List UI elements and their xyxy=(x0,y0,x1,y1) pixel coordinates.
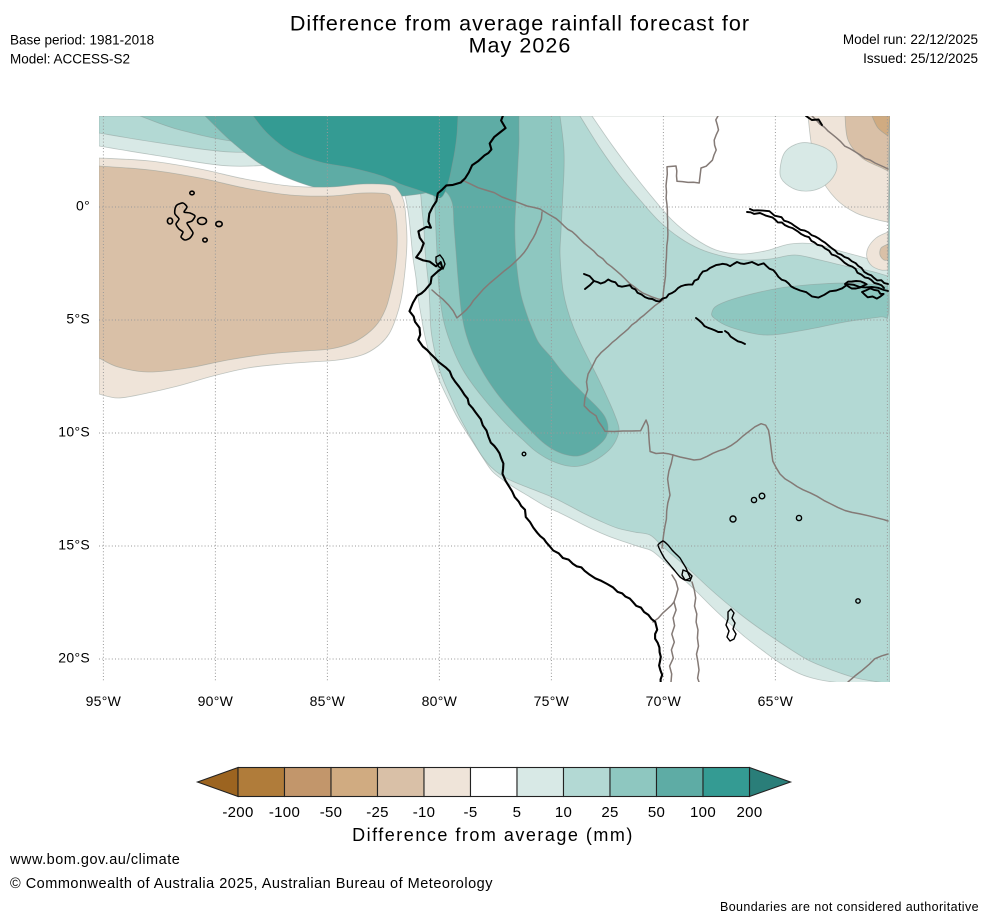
svg-text:0°: 0° xyxy=(76,198,90,214)
svg-text:Model run: 22/12/2025: Model run: 22/12/2025 xyxy=(843,32,978,47)
svg-text:200: 200 xyxy=(737,804,763,821)
svg-text:15°S: 15°S xyxy=(58,537,90,553)
svg-text:© Commonwealth of Australia 20: © Commonwealth of Australia 2025, Austra… xyxy=(10,876,493,892)
svg-text:100: 100 xyxy=(690,804,716,821)
svg-text:95°W: 95°W xyxy=(86,693,122,709)
svg-text:Difference from average rainfa: Difference from average rainfall forecas… xyxy=(290,12,750,36)
svg-text:80°W: 80°W xyxy=(422,693,458,709)
svg-text:Model: ACCESS-S2: Model: ACCESS-S2 xyxy=(10,52,130,67)
svg-text:90°W: 90°W xyxy=(198,693,234,709)
svg-text:50: 50 xyxy=(648,804,665,821)
svg-text:Boundaries are not considered: Boundaries are not considered authoritat… xyxy=(720,900,979,914)
svg-text:-5: -5 xyxy=(464,804,478,821)
svg-text:85°W: 85°W xyxy=(310,693,346,709)
svg-text:May 2026: May 2026 xyxy=(469,34,572,58)
svg-text:10°S: 10°S xyxy=(58,424,90,440)
svg-text:70°W: 70°W xyxy=(646,693,682,709)
svg-text:Base period: 1981-2018: Base period: 1981-2018 xyxy=(10,33,154,48)
svg-text:25: 25 xyxy=(601,804,618,821)
svg-text:5: 5 xyxy=(513,804,522,821)
svg-text:www.bom.gov.au/climate: www.bom.gov.au/climate xyxy=(9,852,180,868)
svg-text:75°W: 75°W xyxy=(534,693,570,709)
svg-text:-25: -25 xyxy=(366,804,389,821)
svg-text:-100: -100 xyxy=(269,804,300,821)
svg-text:5°S: 5°S xyxy=(66,311,90,327)
svg-text:65°W: 65°W xyxy=(758,693,794,709)
svg-text:-50: -50 xyxy=(320,804,343,821)
svg-text:20°S: 20°S xyxy=(58,650,90,666)
svg-text:Difference from average (mm): Difference from average (mm) xyxy=(352,825,634,845)
svg-text:-10: -10 xyxy=(413,804,436,821)
svg-text:Issued: 25/12/2025: Issued: 25/12/2025 xyxy=(863,51,978,66)
svg-text:-200: -200 xyxy=(222,804,253,821)
svg-text:10: 10 xyxy=(555,804,572,821)
